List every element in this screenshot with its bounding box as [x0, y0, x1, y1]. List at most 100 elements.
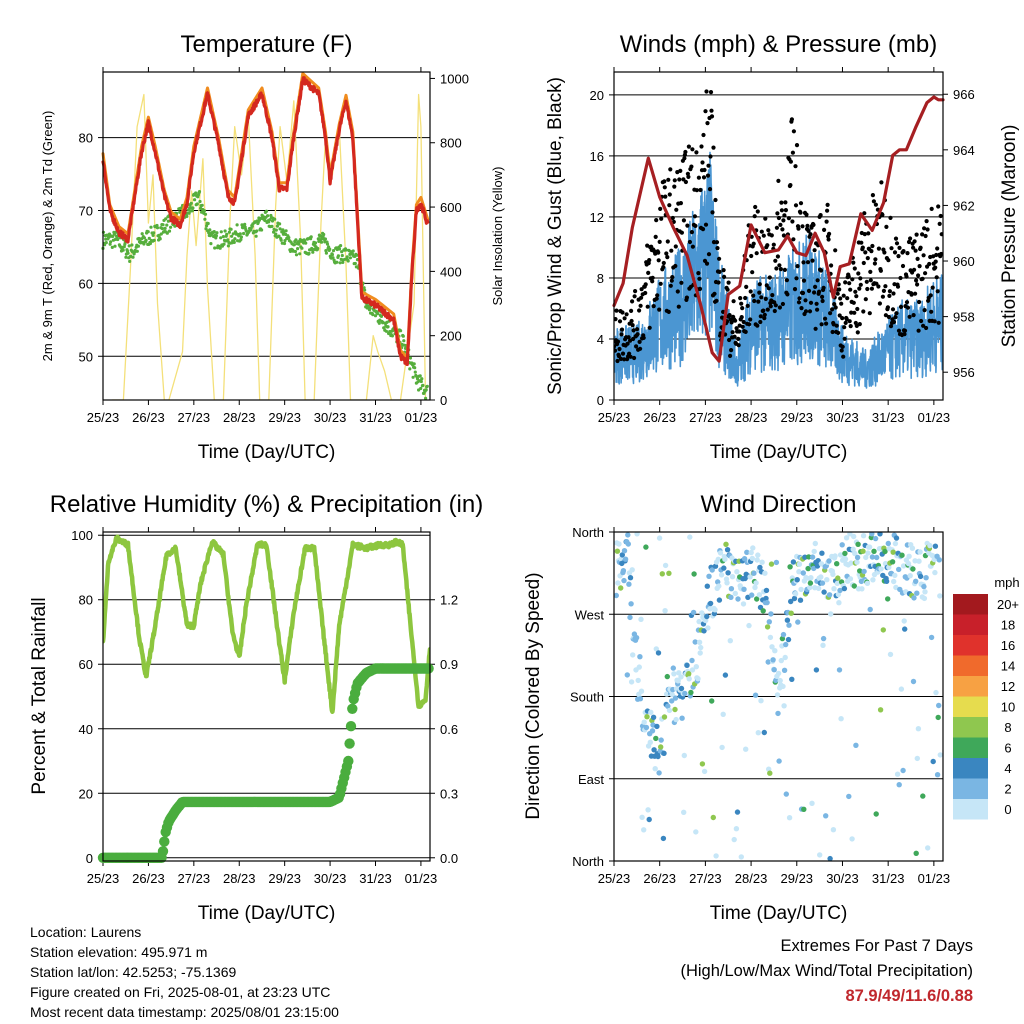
- direction-point: [658, 744, 664, 750]
- wind-y2tick-label: 962: [953, 198, 975, 213]
- dewpoint-point: [194, 191, 198, 195]
- gust-point: [696, 175, 702, 180]
- gust-point: [857, 286, 862, 291]
- dewpoint-point: [164, 217, 168, 221]
- gust-point: [667, 203, 672, 208]
- direction-point: [722, 672, 729, 678]
- direction-point: [678, 685, 685, 692]
- wind-title: Winds (mph) & Pressure (mb): [620, 31, 937, 58]
- gust-point: [922, 308, 927, 313]
- temp-y2label: Solar Insolation (Yellow): [490, 167, 505, 306]
- dewpoint-point: [233, 237, 237, 241]
- temp-xtick-label: 28/23: [223, 410, 256, 425]
- direction-point: [649, 728, 656, 734]
- gust-point: [900, 263, 906, 269]
- direction-point: [721, 565, 727, 571]
- gust-point: [844, 317, 849, 322]
- gust-point: [748, 317, 753, 322]
- gust-point: [629, 318, 634, 324]
- gust-point: [924, 325, 929, 331]
- dewpoint-point: [155, 226, 160, 230]
- direction-point: [727, 638, 733, 644]
- gust-point: [676, 304, 681, 309]
- gust-point: [727, 313, 732, 318]
- dewpoint-point: [152, 231, 156, 235]
- direction-point: [861, 568, 867, 575]
- dewpoint-point: [213, 246, 217, 250]
- direction-point: [659, 571, 665, 577]
- direction-point: [753, 580, 759, 586]
- gust-point: [654, 296, 659, 301]
- gust-point: [796, 300, 802, 305]
- direction-point: [749, 592, 755, 598]
- dewpoint-point: [195, 202, 199, 206]
- latlon-text: Station lat/lon: 42.5253; -75.1369: [30, 964, 237, 980]
- wind-xtick-label: 26/23: [643, 410, 676, 425]
- dewpoint-point: [415, 377, 420, 381]
- gust-point: [851, 300, 856, 305]
- dewpoint-point: [160, 227, 164, 231]
- elevation-text: Station elevation: 495.971 m: [30, 944, 208, 960]
- dewpoint-point: [221, 235, 225, 239]
- dewpoint-point: [163, 226, 167, 230]
- gust-point: [728, 353, 733, 358]
- rh-ytick-label: 80: [79, 593, 93, 608]
- gust-point: [920, 276, 925, 281]
- direction-point: [869, 532, 875, 537]
- temp-y2tick-label: 1000: [440, 71, 469, 86]
- gust-point: [852, 310, 857, 315]
- direction-point: [832, 553, 838, 559]
- direction-point: [827, 855, 833, 861]
- gust-point: [731, 299, 736, 304]
- gust-point: [818, 213, 823, 218]
- direction-point: [877, 532, 883, 537]
- dewpoint-point: [311, 250, 315, 254]
- gust-point: [692, 214, 698, 219]
- dewpoint-point: [165, 231, 169, 235]
- dewpoint-point: [337, 247, 342, 251]
- dewpoint-point: [355, 253, 359, 257]
- direction-point: [696, 639, 703, 645]
- temp-xtick-label: 29/23: [268, 410, 301, 425]
- dir-xtick-label: 29/23: [781, 871, 814, 886]
- gust-point: [753, 204, 758, 210]
- dewpoint-point: [304, 241, 308, 245]
- gust-point: [815, 278, 820, 283]
- direction-point: [869, 554, 876, 560]
- gust-point: [730, 330, 735, 335]
- gust-point: [877, 301, 883, 306]
- direction-point: [839, 542, 845, 548]
- gust-point: [747, 322, 752, 327]
- dewpoint-point: [214, 234, 218, 238]
- direction-point: [676, 670, 682, 676]
- dewpoint-point: [200, 203, 204, 207]
- dewpoint-point: [420, 377, 424, 381]
- direction-point: [818, 561, 825, 567]
- gust-point: [656, 250, 661, 255]
- direction-point: [794, 577, 800, 583]
- gust-point: [813, 326, 818, 331]
- dewpoint-point: [274, 228, 278, 232]
- direction-point: [819, 550, 825, 556]
- colorbar-swatch: [953, 758, 988, 779]
- dewpoint-point: [173, 224, 177, 228]
- gust-point: [704, 89, 709, 94]
- gust-point: [920, 232, 925, 237]
- gust-point: [666, 309, 671, 314]
- direction-point: [900, 563, 907, 569]
- direction-point: [912, 558, 918, 564]
- direction-point: [763, 595, 769, 602]
- gust-point: [851, 260, 856, 265]
- direction-point: [766, 619, 772, 625]
- gust-point: [669, 248, 674, 253]
- direction-point: [880, 627, 886, 633]
- rh-y2tick-label: 0.3: [440, 786, 458, 801]
- gust-point: [617, 319, 623, 324]
- gust-point: [685, 171, 691, 176]
- dewpoint-point: [203, 212, 208, 216]
- direction-point: [780, 683, 786, 690]
- gust-point: [880, 212, 885, 217]
- gust-point: [822, 227, 827, 232]
- direction-point: [835, 591, 842, 598]
- gust-point: [675, 289, 680, 294]
